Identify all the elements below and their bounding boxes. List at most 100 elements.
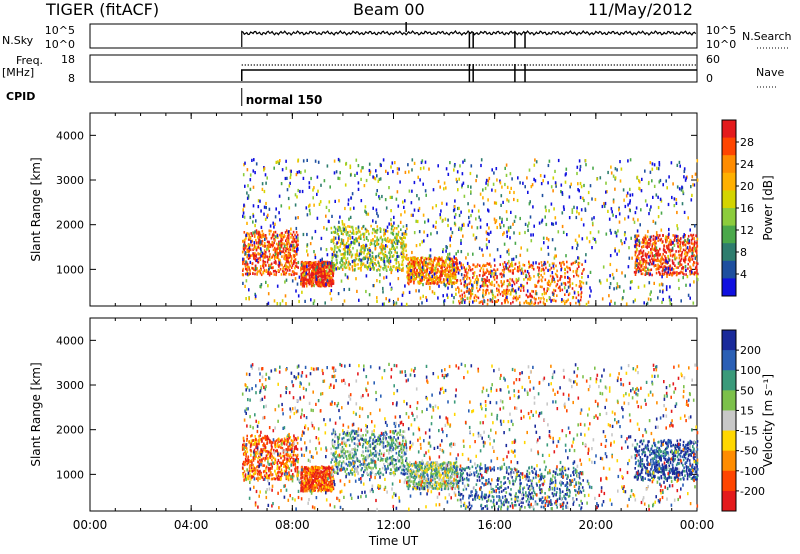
echo-cell (254, 233, 256, 237)
echo-cell (627, 159, 629, 163)
echo-cell (383, 266, 386, 269)
echo-cell (268, 469, 270, 473)
echo-cell (530, 185, 533, 189)
echo-cell (562, 205, 565, 209)
echo-cell (405, 224, 408, 228)
echo-cell (287, 240, 290, 244)
echo-cell (276, 284, 279, 288)
echo-cell (252, 252, 254, 255)
echo-cell (500, 272, 503, 275)
echo-cell (425, 193, 427, 197)
echo-cell (268, 256, 271, 259)
echo-cell (418, 230, 421, 234)
echo-cell (372, 219, 374, 223)
echo-cell (459, 164, 461, 168)
echo-cell (417, 281, 420, 285)
echo-cell (603, 202, 605, 206)
echo-cell (492, 296, 494, 301)
echo-cell (667, 266, 670, 270)
echo-cell (244, 460, 247, 464)
echo-cell (247, 238, 250, 241)
echo-cell (648, 212, 650, 216)
echo-cell (286, 259, 288, 263)
echo-cell (269, 472, 272, 475)
echo-cell (440, 281, 442, 284)
echo-cell (331, 259, 333, 263)
echo-cell (254, 435, 256, 438)
echo-cell (507, 279, 509, 282)
echo-cell (665, 259, 667, 263)
echo-cell (429, 248, 432, 252)
echo-cell (312, 280, 314, 283)
echo-cell (641, 177, 643, 181)
echo-cell (383, 228, 385, 232)
echo-cell (253, 231, 255, 235)
echo-cell (305, 275, 308, 278)
echo-cell (541, 193, 544, 198)
echo-cell (534, 292, 537, 296)
echo-cell (524, 269, 526, 273)
echo-cell (641, 241, 643, 244)
echo-cell (259, 235, 262, 239)
echo-cell (674, 255, 676, 259)
echo-cell (380, 242, 383, 246)
echo-cell (659, 238, 661, 242)
echo-cell (444, 273, 446, 276)
echo-cell (696, 244, 699, 248)
echo-cell (281, 234, 283, 238)
echo-cell (431, 265, 433, 268)
echo-cell (274, 252, 277, 256)
echo-cell (556, 274, 558, 277)
echo-cell (339, 261, 341, 264)
echo-cell (415, 289, 417, 293)
echo-cell (423, 268, 425, 271)
echo-cell (305, 282, 308, 286)
echo-cell (254, 467, 256, 470)
echo-cell (639, 260, 642, 264)
echo-cell (518, 267, 521, 270)
echo-cell (561, 275, 563, 278)
echo-cell (372, 175, 374, 179)
echo-cell (267, 301, 270, 305)
echo-cell (576, 246, 578, 251)
echo-cell (246, 434, 248, 438)
echo-cell (275, 273, 277, 277)
echo-cell (491, 283, 493, 287)
echo-cell (354, 240, 356, 243)
echo-cell (266, 245, 269, 249)
echo-cell (458, 177, 460, 181)
echo-cell (364, 255, 367, 259)
echo-cell (365, 178, 368, 183)
echo-cell (399, 220, 402, 224)
echo-cell (647, 241, 649, 245)
echo-cell (503, 242, 506, 246)
echo-cell (300, 263, 303, 267)
echo-cell (622, 296, 624, 300)
echo-cell (424, 264, 427, 267)
echo-cell (314, 266, 317, 270)
echo-cell (419, 272, 422, 275)
echo-cell (376, 239, 378, 242)
echo-cell (447, 253, 449, 257)
echo-cell (440, 264, 442, 268)
echo-cell (538, 296, 540, 300)
echo-cell (470, 214, 472, 218)
echo-cell (411, 271, 413, 275)
echo-cell (344, 249, 346, 252)
echo-cell (439, 216, 442, 220)
echo-cell (576, 206, 578, 210)
echo-cell (682, 244, 684, 247)
echo-cell (265, 206, 267, 210)
echo-cell (314, 277, 317, 280)
echo-cell (330, 231, 333, 234)
echo-cell (649, 241, 651, 245)
echo-cell (243, 215, 246, 219)
echo-cell (652, 234, 655, 238)
echo-cell (573, 205, 575, 209)
echo-cell (289, 264, 291, 268)
echo-cell (246, 263, 249, 266)
echo-cell (334, 246, 336, 249)
echo-cell (244, 238, 246, 242)
echo-cell (331, 262, 334, 266)
